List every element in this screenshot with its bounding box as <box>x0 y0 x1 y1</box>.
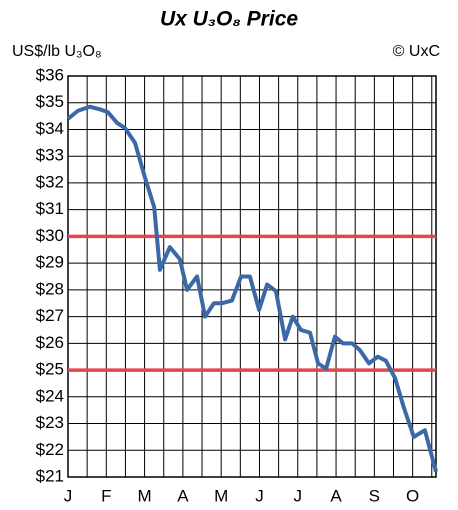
y-tick-label: $36 <box>36 65 64 84</box>
y-tick-label: $35 <box>36 92 64 111</box>
y-tick-label: $28 <box>36 279 64 298</box>
x-tick-label: O <box>406 486 419 505</box>
y-tick-label: $32 <box>36 172 64 191</box>
x-tick-label: M <box>214 486 228 505</box>
x-tick-label: A <box>177 486 189 505</box>
x-tick-label: F <box>101 486 111 505</box>
price-line <box>66 104 438 473</box>
y-tick-label: $22 <box>36 440 64 459</box>
plot-border <box>67 75 437 478</box>
x-tick-label: A <box>330 486 342 505</box>
x-tick-label: J <box>64 486 73 505</box>
x-tick-label: J <box>255 486 264 505</box>
y-tick-label: $31 <box>36 199 64 218</box>
y-axis-label: US$/lb U₃O₈ <box>12 43 102 60</box>
y-tick-label: $26 <box>36 333 64 352</box>
y-tick-label: $30 <box>36 226 64 245</box>
y-tick-label: $34 <box>36 119 64 138</box>
y-tick-label: $29 <box>36 253 64 272</box>
x-tick-label: M <box>138 486 152 505</box>
y-tick-label: $33 <box>36 146 64 165</box>
y-tick-label: $24 <box>36 386 64 405</box>
chart-title: Ux U₃O₈ Price <box>160 8 298 31</box>
x-tick-label: S <box>369 486 380 505</box>
y-tick-label: $27 <box>36 306 64 325</box>
y-tick-label: $25 <box>36 360 64 379</box>
x-tick-label: J <box>294 486 303 505</box>
y-tick-label: $23 <box>36 413 64 432</box>
source: © UxC <box>393 43 440 60</box>
y-tick-label: $21 <box>36 466 64 485</box>
